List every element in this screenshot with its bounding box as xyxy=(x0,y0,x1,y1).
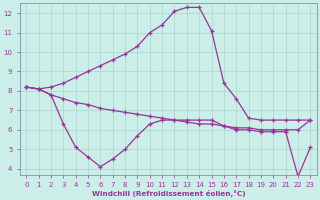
X-axis label: Windchill (Refroidissement éolien,°C): Windchill (Refroidissement éolien,°C) xyxy=(92,190,245,197)
